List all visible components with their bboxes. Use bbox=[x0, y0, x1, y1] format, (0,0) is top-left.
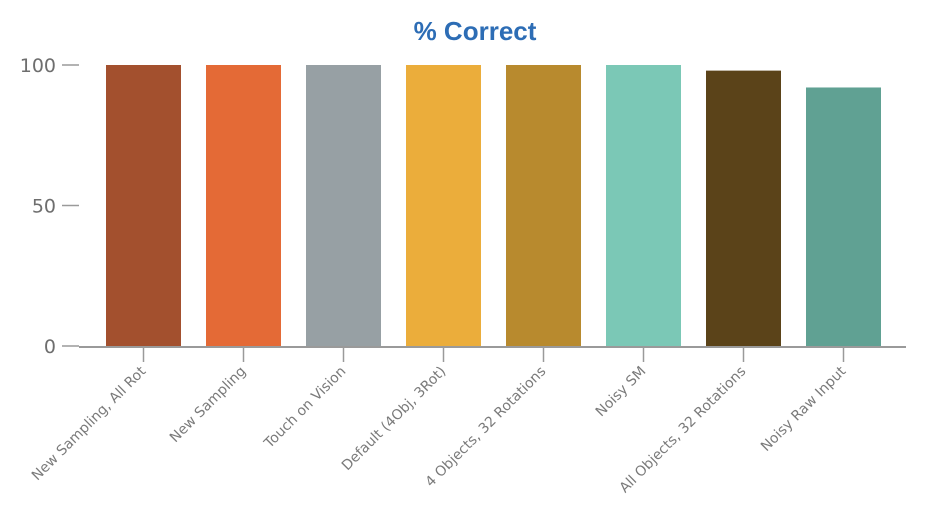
y-tick-label: 100 bbox=[20, 55, 56, 77]
bar-5 bbox=[506, 65, 581, 346]
bar-3 bbox=[306, 65, 381, 346]
x-tick-label: Default (4Obj, 3Rot) bbox=[339, 364, 449, 474]
bar-8 bbox=[806, 87, 881, 346]
x-tick-label: New Sampling bbox=[167, 364, 249, 446]
x-axis: New Sampling, All Rot New Sampling Touch o… bbox=[29, 347, 850, 496]
y-axis: 0 50 100 bbox=[20, 55, 79, 358]
x-tick-label: Noisy SM bbox=[593, 364, 650, 421]
chart-title: % Correct bbox=[414, 16, 537, 46]
x-tick-label: Touch on Vision bbox=[261, 364, 350, 453]
bar-6 bbox=[606, 65, 681, 346]
x-tick-label: Noisy Raw Input bbox=[758, 363, 850, 455]
x-tick-label: New Sampling, All Rot bbox=[29, 363, 150, 484]
bar-1 bbox=[106, 65, 181, 346]
y-tick-label: 50 bbox=[32, 196, 56, 218]
bar-4 bbox=[406, 65, 481, 346]
bar-2 bbox=[206, 65, 281, 346]
y-tick-label: 0 bbox=[44, 336, 56, 358]
bar-7 bbox=[706, 70, 781, 347]
bars-group bbox=[106, 65, 881, 347]
